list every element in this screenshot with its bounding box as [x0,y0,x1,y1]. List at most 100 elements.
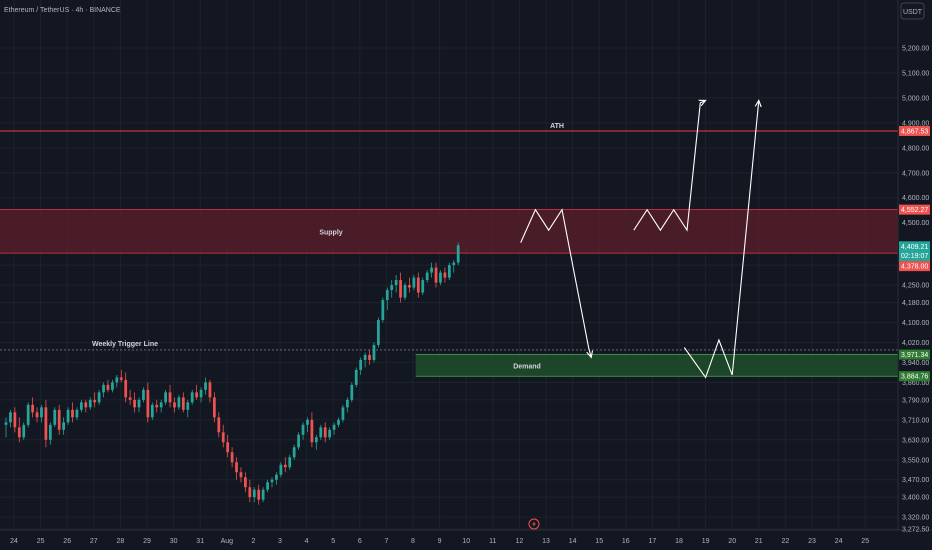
candle-body-58 [261,489,265,500]
demand-top-badge: 3,971.34 [899,349,930,360]
candle-body-102 [456,245,460,263]
projection-arrowhead-2 [754,99,762,108]
candle-70 [314,434,318,450]
price-tick-20: 5,000.00 [902,95,929,102]
candle-body-28 [128,397,132,400]
time-tick-28: 21 [755,538,763,545]
candle-body-48 [217,417,221,433]
candle-body-81 [363,354,367,360]
demand-zone [415,354,898,377]
candle-body-1 [9,412,12,423]
candle-82 [368,349,371,365]
supply-top-badge-bg [899,204,930,215]
flash-icon-ring [528,518,540,530]
candle-body-85 [381,300,385,321]
flash-icon[interactable] [528,518,540,530]
candle-body-25 [115,377,119,383]
price-tick-22: 5,200.00 [902,46,929,53]
currency-button-frame[interactable] [900,2,925,20]
candle-48 [217,412,221,438]
candle-36 [164,389,167,405]
candle-body-13 [62,422,66,430]
time-tick-1: 25 [37,538,45,545]
candle-body-8 [40,407,43,418]
price-tick-0: 3,272.50 [902,527,929,534]
time-tick-23: 16 [622,538,630,545]
candle-17 [79,399,83,413]
candle-body-16 [75,409,79,418]
candle-90 [403,282,407,301]
time-tick-18: 11 [489,538,496,545]
candle-body-4 [22,424,26,438]
candle-45 [204,377,207,395]
candle-91 [408,277,411,293]
demand-bottom-badge-text-0: 3,884.76 [901,374,928,381]
candle-body-53 [239,472,243,478]
price-tick-15: 4,500.00 [902,220,929,227]
time-axis[interactable]: 24 25 26 27 28 29 30 31 Aug 2 3 4 5 6 7 8 9 10 11 12 13 14 15 1… [10,538,869,545]
currency-button[interactable]: USDT [900,2,925,20]
symbol-title[interactable]: Ethereum / TetherUS · 4h · BINANCE [4,7,121,14]
candle-23 [106,379,110,393]
candle-body-64 [288,457,292,468]
price-tick-19: 4,900.00 [902,120,929,127]
candle-body-31 [142,389,145,400]
candle-body-65 [292,447,296,458]
time-tick-9: 2 [251,538,255,545]
candle-2 [13,407,17,433]
candle-body-68 [306,419,309,425]
price-tick-6: 3,710.00 [902,417,929,424]
candle-body-46 [208,382,212,398]
candle-body-78 [350,384,354,400]
candle-40 [181,392,185,413]
candle-73 [328,427,332,440]
candle-body-60 [270,479,274,483]
candle-38 [173,397,176,413]
candle-body-5 [26,404,30,425]
supply-bottom-badge-text-0: 4,378.00 [901,264,928,271]
candle-52 [235,457,238,480]
candle-body-39 [177,397,181,408]
candle-body-14 [66,409,70,423]
time-tick-24: 17 [649,538,657,545]
candle-body-38 [173,402,176,408]
candle-88 [394,275,398,293]
candle-body-20 [93,399,97,403]
candle-72 [323,422,327,443]
candle-body-90 [403,285,407,298]
price-tick-16: 4,600.00 [902,195,929,202]
candle-body-101 [452,262,456,266]
candle-32 [146,382,150,423]
candle-body-70 [314,437,318,443]
candle-41 [186,399,190,418]
candle-body-44 [199,389,203,398]
supply-bottom-badge: 4,378.00 [899,261,930,272]
time-tick-11: 4 [305,538,309,545]
ath-label: ATH [550,123,564,130]
candle-body-12 [57,409,61,430]
candle-87 [390,280,394,298]
candle-77 [345,397,349,413]
candle-54 [244,472,247,493]
candle-95 [425,270,429,283]
last-price-badge-text-0: 4,409.21 [901,244,928,251]
candle-body-3 [17,427,21,438]
price-axis[interactable]: 3,272.50 3,320.00 3,400.00 3,470.00 3,550.00… [902,46,929,534]
currency-button-label[interactable]: USDT [903,9,923,16]
weekly-trigger-label: Weekly Trigger Line [92,341,158,348]
time-tick-14: 7 [384,538,388,545]
demand-bottom-badge-bg [899,371,930,382]
supply-top-badge-text-0: 4,552.27 [901,207,928,214]
candle-43 [195,384,199,400]
candle-11 [53,407,57,428]
candle-body-18 [84,402,88,408]
candle-63 [283,457,287,473]
candle-18 [84,399,88,413]
candle-body-79 [354,369,358,385]
candle-body-30 [137,399,141,408]
candle-97 [434,262,438,288]
time-tick-7: 31 [196,538,204,545]
candle-56 [252,487,256,503]
